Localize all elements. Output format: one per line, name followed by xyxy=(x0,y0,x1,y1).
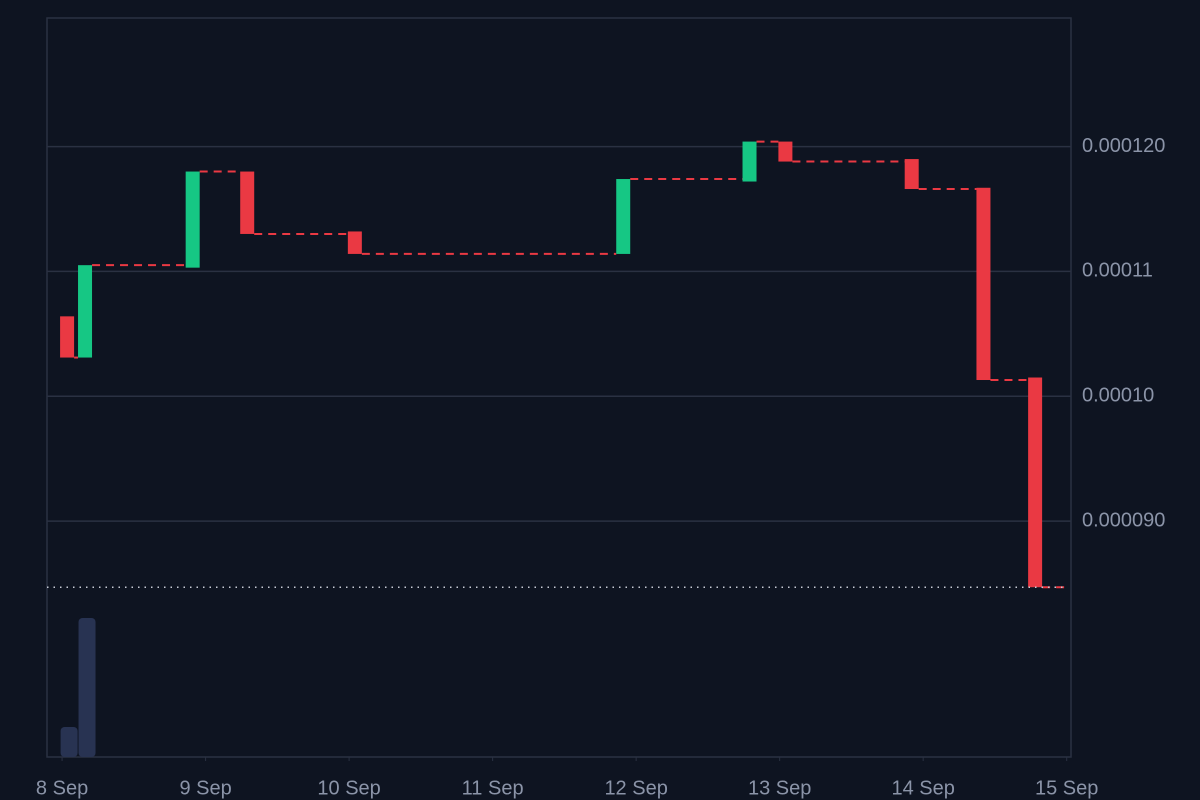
y-tick-label: 0.00011 xyxy=(1082,260,1153,282)
volume-bar xyxy=(60,727,78,757)
candle-body xyxy=(616,179,631,254)
x-tick-label: 15 Sep xyxy=(1035,777,1098,799)
candle-body xyxy=(1028,377,1043,588)
x-tick-label: 10 Sep xyxy=(317,777,380,799)
candle-body xyxy=(78,265,93,358)
candle-body xyxy=(778,141,793,162)
candle-body xyxy=(347,231,362,254)
candle-body xyxy=(240,171,255,234)
candle-body xyxy=(185,171,200,268)
candle-body xyxy=(60,316,75,358)
x-tick-label: 12 Sep xyxy=(604,777,667,799)
y-tick-label: 0.000120 xyxy=(1082,135,1165,157)
y-tick-label: 0.00010 xyxy=(1082,385,1154,407)
x-tick-label: 8 Sep xyxy=(36,777,88,799)
candle-body xyxy=(904,159,919,190)
x-tick-label: 11 Sep xyxy=(462,777,524,799)
x-tick-label: 14 Sep xyxy=(891,777,954,799)
y-tick-label: 0.000090 xyxy=(1082,509,1165,531)
candle-body xyxy=(742,141,757,182)
x-tick-label: 13 Sep xyxy=(748,777,811,799)
x-tick-label: 9 Sep xyxy=(179,777,231,799)
plot-border xyxy=(46,17,1072,758)
candle-body xyxy=(976,187,991,381)
volume-bar xyxy=(78,618,96,757)
